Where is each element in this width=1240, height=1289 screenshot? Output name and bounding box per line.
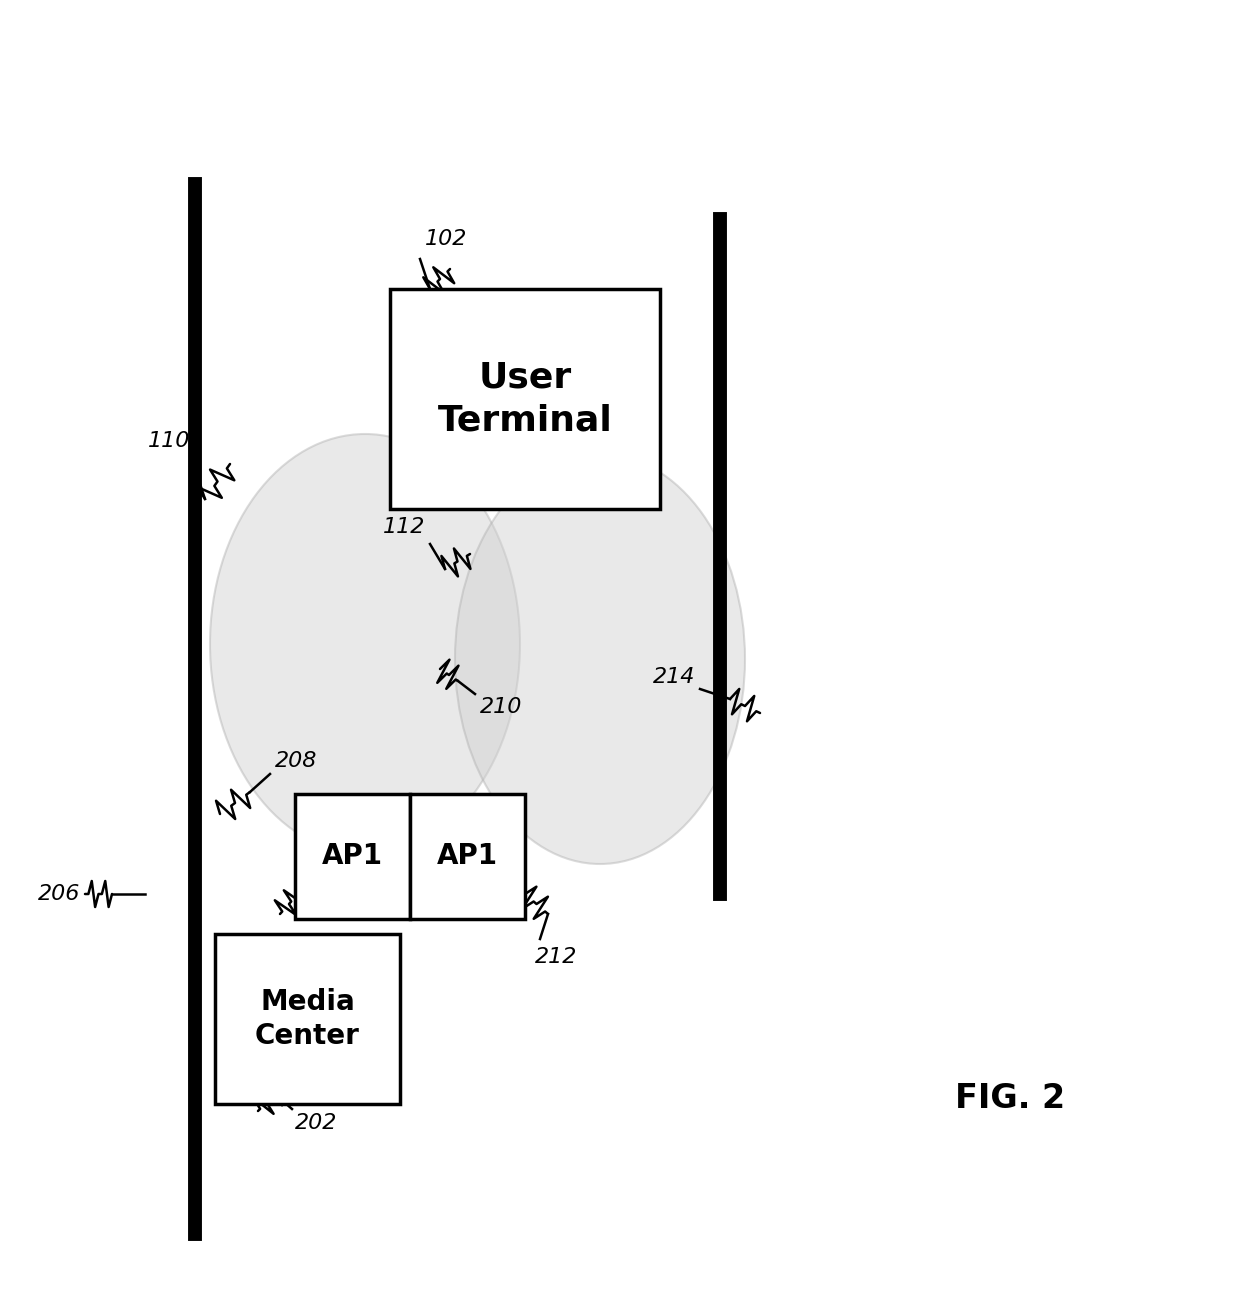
- Text: 208: 208: [275, 751, 317, 771]
- Bar: [410, 794, 525, 919]
- Text: AP1: AP1: [436, 843, 498, 870]
- Text: 210: 210: [480, 697, 522, 717]
- Text: FIG. 2: FIG. 2: [955, 1083, 1065, 1115]
- Text: 112: 112: [383, 517, 425, 538]
- Text: 102: 102: [425, 229, 467, 249]
- Text: User
Terminal: User Terminal: [438, 361, 613, 437]
- Ellipse shape: [455, 454, 745, 864]
- Text: 204: 204: [317, 855, 361, 874]
- Text: 110: 110: [148, 431, 190, 451]
- Text: 212: 212: [534, 947, 578, 967]
- Text: 214: 214: [652, 666, 694, 687]
- Text: 206: 206: [37, 884, 81, 904]
- Text: AP1: AP1: [322, 843, 383, 870]
- Bar: [391, 289, 660, 509]
- Bar: [295, 794, 410, 919]
- Ellipse shape: [210, 434, 520, 855]
- Text: Media
Center: Media Center: [255, 987, 360, 1051]
- Text: 202: 202: [295, 1112, 337, 1133]
- Bar: [215, 935, 401, 1103]
